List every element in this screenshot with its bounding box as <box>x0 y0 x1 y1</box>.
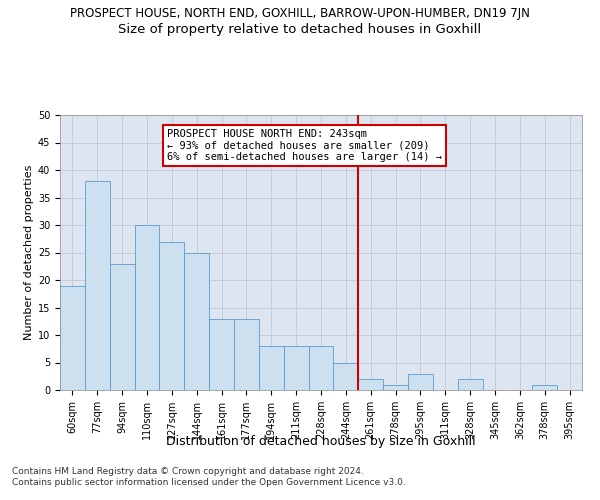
Bar <box>334 362 358 390</box>
Bar <box>184 252 209 390</box>
Bar <box>284 346 308 390</box>
Bar <box>234 318 259 390</box>
Text: PROSPECT HOUSE NORTH END: 243sqm
← 93% of detached houses are smaller (209)
6% o: PROSPECT HOUSE NORTH END: 243sqm ← 93% o… <box>167 128 442 162</box>
Bar <box>259 346 284 390</box>
Bar <box>408 374 433 390</box>
Bar <box>308 346 334 390</box>
Text: Distribution of detached houses by size in Goxhill: Distribution of detached houses by size … <box>166 435 476 448</box>
Bar <box>209 318 234 390</box>
Bar <box>532 384 557 390</box>
Text: Contains HM Land Registry data © Crown copyright and database right 2024.
Contai: Contains HM Land Registry data © Crown c… <box>12 468 406 487</box>
Text: PROSPECT HOUSE, NORTH END, GOXHILL, BARROW-UPON-HUMBER, DN19 7JN: PROSPECT HOUSE, NORTH END, GOXHILL, BARR… <box>70 8 530 20</box>
Bar <box>85 181 110 390</box>
Bar <box>134 225 160 390</box>
Bar <box>383 384 408 390</box>
Bar <box>60 286 85 390</box>
Bar <box>160 242 184 390</box>
Bar <box>110 264 134 390</box>
Bar <box>358 379 383 390</box>
Bar <box>458 379 482 390</box>
Y-axis label: Number of detached properties: Number of detached properties <box>23 165 34 340</box>
Text: Size of property relative to detached houses in Goxhill: Size of property relative to detached ho… <box>118 22 482 36</box>
